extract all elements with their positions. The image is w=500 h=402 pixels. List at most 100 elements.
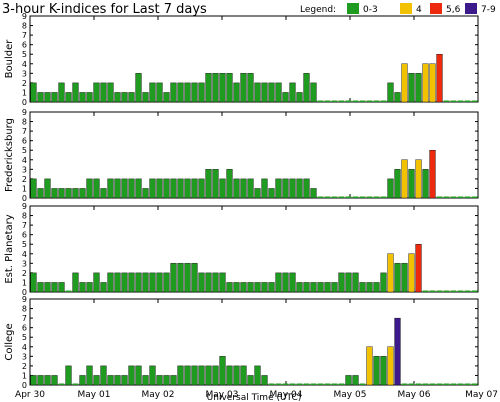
k-index-bar (387, 178, 394, 199)
k-index-bar (149, 82, 156, 103)
y-tick-label: 5 (22, 333, 27, 342)
k-index-bar (457, 290, 464, 292)
k-index-bar (163, 92, 170, 103)
k-index-bar (128, 365, 135, 386)
k-index-bar (415, 159, 422, 199)
y-tick-label: 5 (22, 240, 27, 249)
k-index-bar (331, 196, 338, 198)
k-index-bar (177, 365, 184, 386)
k-index-bar (471, 383, 478, 385)
k-index-bar (135, 178, 142, 199)
k-index-bar (107, 272, 114, 293)
k-index-bar (373, 282, 380, 293)
k-index-bar (331, 282, 338, 293)
k-index-bar (226, 365, 233, 386)
k-index-bar (345, 375, 352, 386)
k-index-bar (261, 375, 268, 386)
k-index-bar (205, 169, 212, 199)
k-index-bar (100, 282, 107, 293)
k-index-bar (254, 282, 261, 293)
k-index-bar (156, 272, 163, 293)
y-tick-label: 0 (22, 381, 27, 390)
k-index-bar (65, 290, 72, 292)
k-index-bar (464, 383, 471, 385)
k-index-bar (128, 272, 135, 293)
y-tick-label: 8 (22, 212, 27, 221)
k-index-bar (233, 82, 240, 103)
k-index-bar (436, 196, 443, 198)
y-tick-label: 5 (22, 146, 27, 155)
y-tick-label: 2 (22, 79, 27, 88)
k-index-bar (289, 178, 296, 199)
k-index-bar (345, 196, 352, 198)
k-index-bar (198, 178, 205, 199)
k-index-bar (415, 73, 422, 103)
y-tick-label: 6 (22, 324, 27, 333)
k-index-bar (93, 272, 100, 293)
k-index-bar (240, 282, 247, 293)
k-index-bar (44, 375, 51, 386)
k-index-bar (338, 272, 345, 293)
k-index-bar (317, 100, 324, 102)
k-index-bar (275, 82, 282, 103)
k-index-bar (44, 92, 51, 103)
k-index-bar (450, 383, 457, 385)
y-tick-label: 1 (22, 88, 27, 97)
y-tick-label: 5 (22, 50, 27, 59)
y-tick-label: 0 (22, 194, 27, 203)
k-index-bar (310, 383, 317, 385)
y-tick-label: 2 (22, 269, 27, 278)
k-index-bar (275, 383, 282, 385)
k-index-bar (86, 365, 93, 386)
k-index-bar (198, 272, 205, 293)
legend-swatch-3 (465, 3, 477, 14)
y-tick-label: 4 (22, 343, 27, 352)
k-index-bar (345, 100, 352, 102)
k-index-bar (429, 383, 436, 385)
chart-title: 3-hour K-indices for Last 7 days (2, 2, 207, 17)
k-index-bar (268, 82, 275, 103)
k-index-bar (142, 375, 149, 386)
station-label: Fredericksburg (4, 118, 15, 192)
k-index-bar (331, 100, 338, 102)
k-index-bar (177, 82, 184, 103)
k-index-bar (44, 282, 51, 293)
k-index-bar (408, 383, 415, 385)
k-index-bar (121, 375, 128, 386)
x-date-label: May 06 (398, 390, 431, 400)
k-index-bar (191, 178, 198, 199)
k-index-bar (261, 178, 268, 199)
k-index-bar (226, 169, 233, 199)
k-index-bar (51, 375, 58, 386)
k-index-bar (205, 272, 212, 293)
k-index-bar (233, 178, 240, 199)
k-index-bar (30, 272, 37, 293)
k-index-bar (233, 282, 240, 293)
k-index-bar (296, 178, 303, 199)
k-index-bar (37, 188, 44, 199)
y-tick-label: 3 (22, 259, 27, 268)
k-index-bar (436, 290, 443, 292)
panel-frame (29, 298, 479, 386)
k-index-bar (422, 169, 429, 199)
k-index-bar (170, 82, 177, 103)
k-index-bar (79, 188, 86, 199)
y-tick-label: 7 (22, 314, 27, 323)
k-index-bar (142, 272, 149, 293)
k-index-bar (79, 92, 86, 103)
k-index-bar (464, 100, 471, 102)
k-index-bar (121, 272, 128, 293)
y-tick-label: 2 (22, 175, 27, 184)
k-index-bar (37, 282, 44, 293)
k-index-bar (121, 178, 128, 199)
k-index-bar (352, 375, 359, 386)
k-index-bar (366, 346, 373, 386)
k-index-bar (380, 356, 387, 386)
k-index-bar (450, 290, 457, 292)
y-tick-label: 7 (22, 221, 27, 230)
k-index-bar (471, 100, 478, 102)
station-label: College (4, 323, 15, 360)
k-index-bar (310, 282, 317, 293)
